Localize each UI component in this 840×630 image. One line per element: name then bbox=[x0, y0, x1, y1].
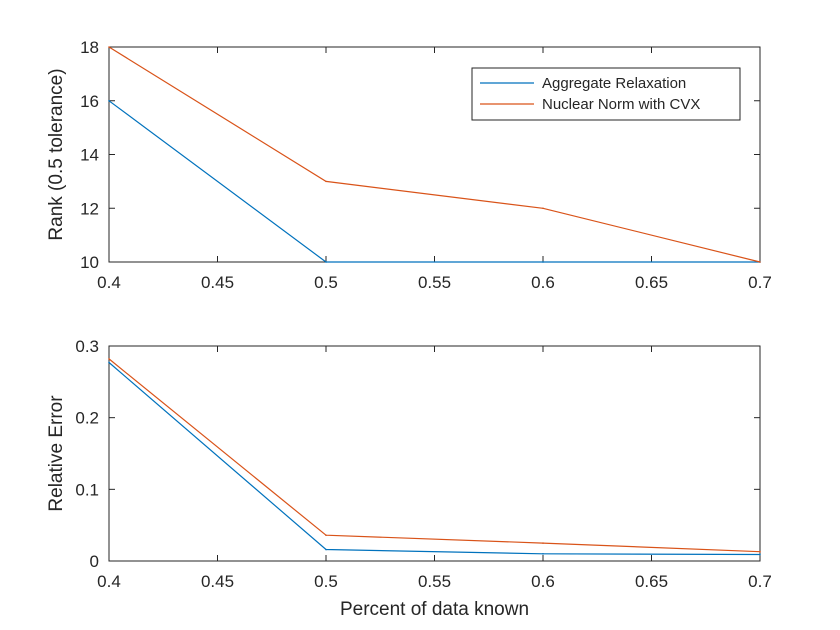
y-tick-label: 0.2 bbox=[75, 409, 99, 428]
x-tick-label: 0.55 bbox=[418, 273, 451, 292]
y-tick-label: 0.1 bbox=[75, 480, 99, 499]
y-tick-label: 18 bbox=[80, 38, 99, 57]
data-point bbox=[108, 46, 110, 48]
data-point bbox=[108, 358, 110, 360]
data-point bbox=[108, 99, 110, 102]
data-point bbox=[759, 550, 761, 553]
legend-box bbox=[471, 67, 741, 121]
chart-2: 0.4 0.45 0.5 0.55 0.6 0.65 0.7 0 0.1 0.2 0.3 Relati… bbox=[46, 337, 772, 620]
y-tick-label: 14 bbox=[80, 146, 99, 165]
chart-1: 0.4 0.45 0.5 0.55 0.6 0.65 0.7 10 12 14 16 18 Rank (… bbox=[46, 38, 772, 292]
x-tick-label: 0.6 bbox=[531, 572, 555, 591]
y-axis-label: Rank (0.5 tolerance) bbox=[46, 68, 67, 240]
data-point bbox=[542, 542, 544, 544]
y-tick-label: 0.3 bbox=[75, 337, 99, 356]
x-tick-label: 0.5 bbox=[314, 273, 338, 292]
x-tick-label: 0.6 bbox=[531, 273, 555, 292]
x-tick-label: 0.45 bbox=[201, 273, 234, 292]
data-point bbox=[542, 261, 544, 263]
x-tick-label: 0.65 bbox=[635, 572, 668, 591]
data-point bbox=[759, 261, 761, 263]
series-line-2 bbox=[108, 46, 761, 263]
data-point bbox=[325, 548, 327, 551]
x-tick-label: 0.45 bbox=[201, 572, 234, 591]
x-tick-label: 0.55 bbox=[418, 572, 451, 591]
data-point bbox=[759, 553, 761, 556]
x-axis-label: Percent of data known bbox=[340, 599, 529, 620]
series-line-1 bbox=[108, 100, 760, 263]
data-point bbox=[325, 534, 327, 536]
y-axis-label: Relative Error bbox=[46, 395, 67, 512]
x-tick-label: 0.7 bbox=[748, 273, 772, 292]
data-point bbox=[325, 261, 327, 263]
data-point bbox=[542, 553, 544, 555]
x-tick-label: 0.7 bbox=[748, 572, 772, 591]
data-point bbox=[542, 207, 544, 210]
series-line-1 bbox=[108, 362, 761, 556]
y-tick-label: 12 bbox=[80, 199, 99, 218]
y-tick-label: 10 bbox=[80, 253, 99, 272]
x-tick-label: 0.5 bbox=[314, 572, 338, 591]
y-tick-label: 0 bbox=[90, 552, 99, 571]
x-tick-label: 0.4 bbox=[97, 273, 121, 292]
legend-label: Aggregate Relaxation bbox=[542, 75, 686, 92]
y-tick-label: 16 bbox=[80, 92, 99, 111]
x-tick-label: 0.65 bbox=[635, 273, 668, 292]
data-point bbox=[108, 361, 110, 364]
x-tick-label: 0.4 bbox=[97, 572, 121, 591]
series-line-2 bbox=[108, 358, 761, 553]
data-point bbox=[325, 180, 327, 183]
legend-label: Nuclear Norm with CVX bbox=[542, 96, 700, 113]
legend: Aggregate Relaxation Nuclear Norm with CV… bbox=[471, 67, 741, 121]
plot-area-frame bbox=[108, 345, 761, 562]
